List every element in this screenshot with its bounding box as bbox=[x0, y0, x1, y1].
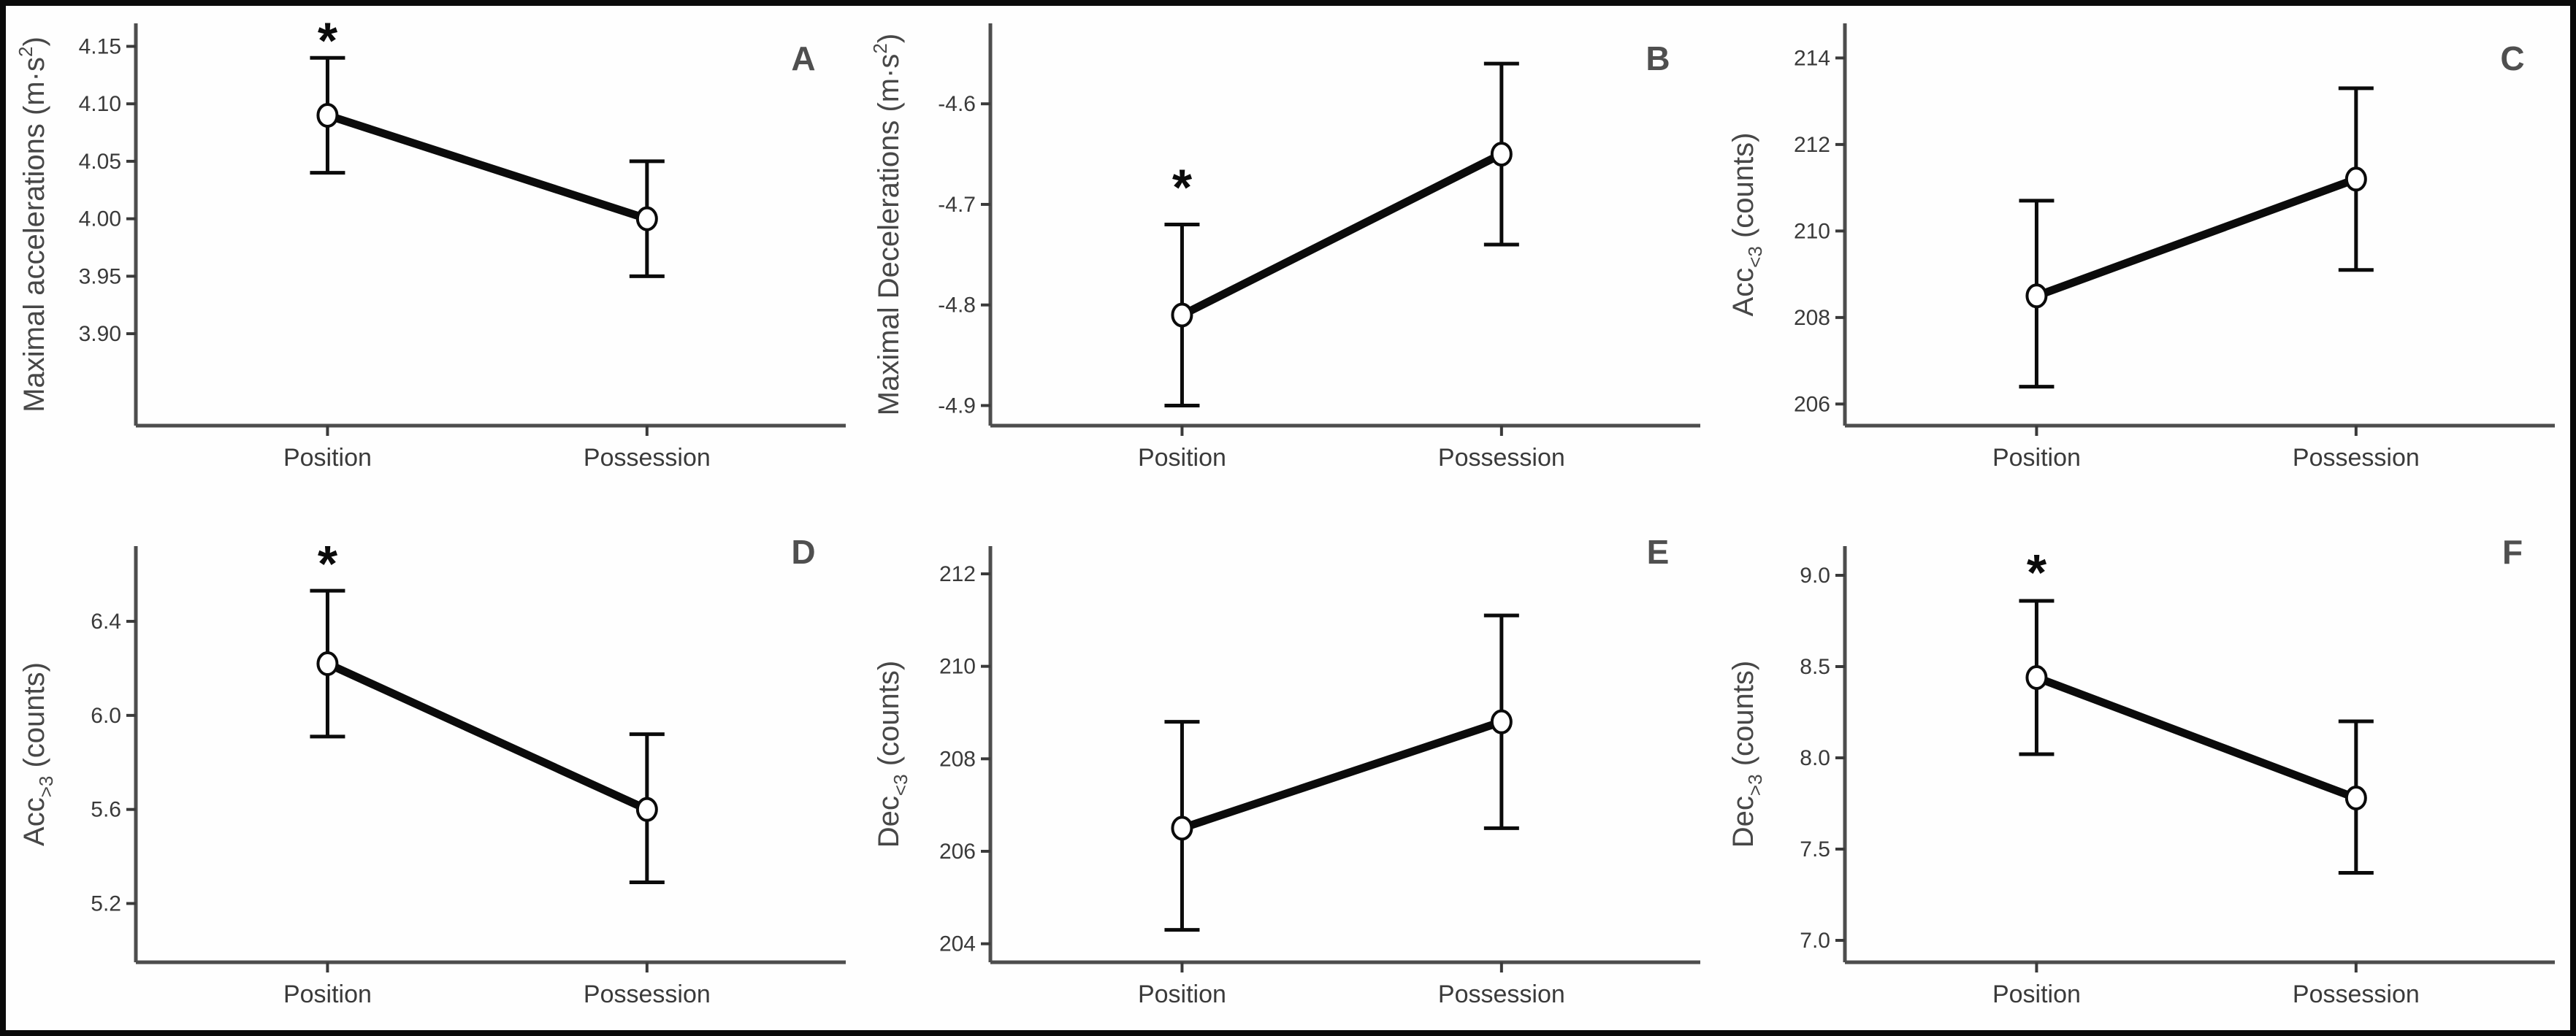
y-tick-label: 3.90 bbox=[79, 322, 121, 346]
panel-letter: A bbox=[791, 39, 815, 77]
y-tick-label: 5.2 bbox=[91, 891, 121, 916]
x-tick-label: Position bbox=[283, 444, 372, 472]
y-tick-label: 3.95 bbox=[79, 264, 121, 288]
data-point bbox=[2344, 786, 2367, 810]
panel-B: -4.9 -4.8 -4.7 -4.6 Position Possession Maxima… bbox=[860, 6, 1715, 502]
y-tick-label: -4.6 bbox=[938, 92, 976, 116]
series-line bbox=[1180, 150, 1504, 319]
y-axis-title: Maximal accelerations (m·s2) bbox=[15, 37, 50, 413]
y-axis-title: Acc<3 (counts) bbox=[1727, 133, 1766, 317]
panel-E-chart: 204 206 208 210 212 Position Possession Dec<3 (… bbox=[873, 533, 1700, 1008]
y-tick-label: 4.05 bbox=[79, 150, 121, 174]
x-tick-label: Position bbox=[1138, 981, 1226, 1008]
panel-F-chart: 7.0 7.5 8.0 8.5 9.0 Position Possession Dec>3 (… bbox=[1727, 533, 2555, 1008]
series-line bbox=[326, 111, 649, 223]
data-point bbox=[2344, 166, 2367, 192]
y-tick-label: 6.0 bbox=[91, 704, 121, 728]
panel-letter: C bbox=[2500, 39, 2524, 77]
panel-E: 204 206 208 210 212 Position Possession Dec<3 (… bbox=[860, 502, 1715, 1030]
series-line bbox=[326, 660, 649, 813]
y-tick-label: 212 bbox=[939, 562, 976, 586]
panel-D: 5.2 5.6 6.0 6.4 Position Possession Acc>3 (cou… bbox=[6, 502, 860, 1030]
x-tick-label: Position bbox=[1138, 444, 1226, 472]
y-tick-label: 7.0 bbox=[1800, 929, 1830, 953]
data-point bbox=[2025, 283, 2048, 309]
panel-D-chart: 5.2 5.6 6.0 6.4 Position Possession Acc>3 (cou… bbox=[18, 533, 846, 1008]
panel-letter: E bbox=[1647, 533, 1670, 571]
y-tick-label: 210 bbox=[1794, 219, 1830, 243]
data-point bbox=[635, 797, 658, 822]
y-tick-label: -4.9 bbox=[938, 394, 976, 418]
significance-asterisk: * bbox=[2027, 544, 2047, 601]
y-tick-label: -4.7 bbox=[938, 193, 976, 217]
data-point bbox=[1490, 709, 1513, 734]
y-tick-label: 212 bbox=[1794, 133, 1830, 157]
y-tick-label: 8.5 bbox=[1800, 655, 1830, 679]
x-tick-label: Possession bbox=[2293, 444, 2420, 472]
x-tick-label: Position bbox=[1992, 981, 2081, 1008]
y-tick-label: 210 bbox=[939, 655, 976, 679]
panel-B-chart: -4.9 -4.8 -4.7 -4.6 Position Possession Maxima… bbox=[869, 23, 1700, 472]
panel-F: 7.0 7.5 8.0 8.5 9.0 Position Possession Dec>3 (… bbox=[1715, 502, 2569, 1030]
panel-letter: B bbox=[1646, 39, 1670, 77]
x-tick-label: Position bbox=[283, 981, 372, 1008]
data-point bbox=[1490, 142, 1513, 167]
data-point bbox=[2025, 665, 2048, 690]
data-point bbox=[316, 102, 339, 128]
y-tick-label: 208 bbox=[939, 747, 976, 771]
data-point bbox=[1171, 816, 1193, 841]
series-line bbox=[1180, 718, 1503, 832]
data-point bbox=[1171, 302, 1193, 328]
x-tick-label: Possession bbox=[584, 981, 711, 1008]
significance-asterisk: * bbox=[318, 535, 338, 592]
y-tick-label: 206 bbox=[1794, 392, 1830, 416]
panel-C-chart: 206 208 210 212 214 Position Possession Acc<3 (… bbox=[1727, 23, 2555, 472]
y-tick-label: 206 bbox=[939, 840, 976, 864]
x-tick-label: Possession bbox=[584, 444, 711, 472]
panel-A-chart: 3.90 3.95 4.00 4.05 4.10 4.15 Position Possessi… bbox=[15, 12, 846, 472]
data-point bbox=[635, 206, 658, 231]
x-tick-label: Possession bbox=[1438, 981, 1565, 1008]
y-axis-title: Acc>3 (counts) bbox=[18, 662, 57, 846]
y-tick-label: 4.15 bbox=[79, 34, 121, 58]
y-tick-label: 5.6 bbox=[91, 798, 121, 822]
panel-letter: D bbox=[791, 533, 815, 571]
y-axis-title: Dec>3 (counts) bbox=[1727, 661, 1766, 848]
y-tick-label: 9.0 bbox=[1800, 564, 1830, 588]
y-tick-label: -4.8 bbox=[938, 293, 976, 318]
y-tick-label: 6.4 bbox=[91, 610, 121, 634]
y-tick-label: 4.00 bbox=[79, 207, 121, 231]
series-line bbox=[2035, 673, 2358, 802]
y-tick-label: 204 bbox=[939, 932, 976, 956]
x-tick-label: Possession bbox=[2293, 981, 2420, 1008]
y-tick-label: 214 bbox=[1794, 46, 1830, 70]
y-axis-title: Dec<3 (counts) bbox=[873, 661, 911, 848]
y-tick-label: 208 bbox=[1794, 306, 1830, 330]
panel-C: 206 208 210 212 214 Position Possession Acc<3 (… bbox=[1715, 6, 2569, 502]
data-point bbox=[316, 651, 339, 677]
significance-asterisk: * bbox=[318, 12, 338, 69]
x-tick-label: Position bbox=[1992, 444, 2081, 472]
y-tick-label: 4.10 bbox=[79, 92, 121, 116]
panel-A: 3.90 3.95 4.00 4.05 4.10 4.15 Position Possessi… bbox=[6, 6, 860, 502]
panel-letter: F bbox=[2502, 533, 2523, 571]
y-tick-label: 7.5 bbox=[1800, 837, 1830, 862]
y-tick-label: 8.0 bbox=[1800, 746, 1830, 770]
x-tick-label: Possession bbox=[1438, 444, 1565, 472]
significance-asterisk: * bbox=[1172, 159, 1193, 216]
series-line bbox=[2035, 175, 2358, 300]
y-axis-title: Maximal Decelerations (m·s2) bbox=[869, 34, 905, 415]
